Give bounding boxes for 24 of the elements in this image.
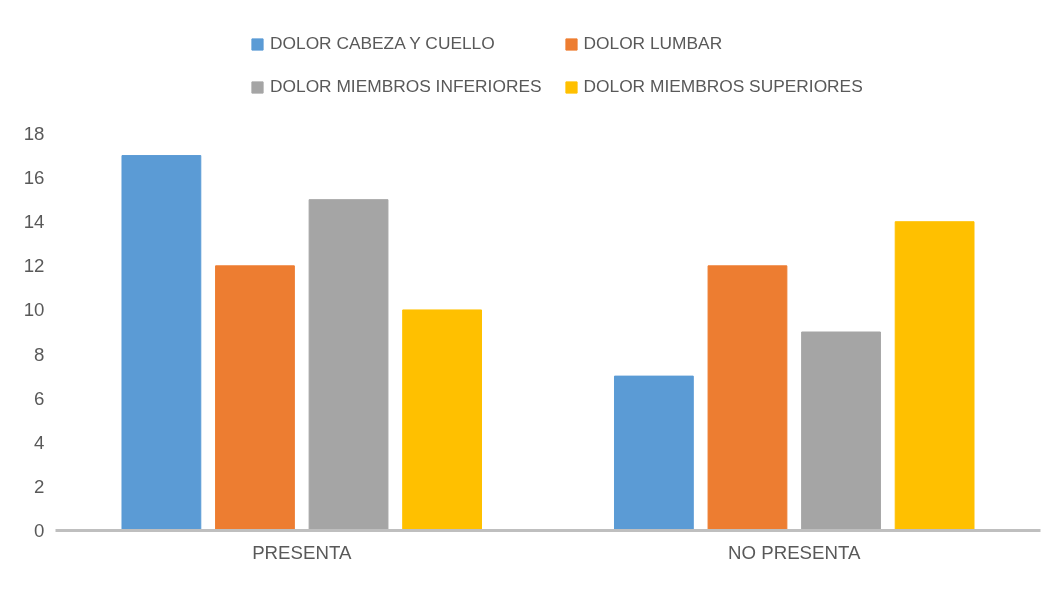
x-tick-label: PRESENTA <box>252 541 352 563</box>
y-tick-label: 16 <box>23 167 45 189</box>
y-tick-label: 12 <box>23 255 45 277</box>
y-tick-label: 0 <box>34 520 45 541</box>
bar <box>215 265 295 531</box>
bar <box>121 155 202 531</box>
bar <box>613 375 694 531</box>
bar <box>308 199 389 531</box>
y-tick-label: 14 <box>23 211 45 233</box>
y-tick-label: 2 <box>34 475 45 497</box>
y-tick-label: 10 <box>23 299 45 321</box>
x-tick-label: NO PRESENTA <box>728 541 861 563</box>
bar <box>707 265 788 531</box>
legend-label: DOLOR MIEMBROS INFERIORES <box>270 76 542 97</box>
legend-label: DOLOR CABEZA Y CUELLO <box>270 33 495 54</box>
bar <box>402 309 483 531</box>
legend-label: DOLOR LUMBAR <box>583 33 723 54</box>
y-tick-label: 18 <box>23 123 45 144</box>
y-tick-label: 8 <box>34 343 45 365</box>
legend-label: DOLOR MIEMBROS SUPERIORES <box>583 76 863 97</box>
bar <box>801 331 881 531</box>
bar <box>894 221 975 531</box>
y-tick-label: 4 <box>34 431 45 453</box>
y-tick-label: 6 <box>34 387 45 409</box>
